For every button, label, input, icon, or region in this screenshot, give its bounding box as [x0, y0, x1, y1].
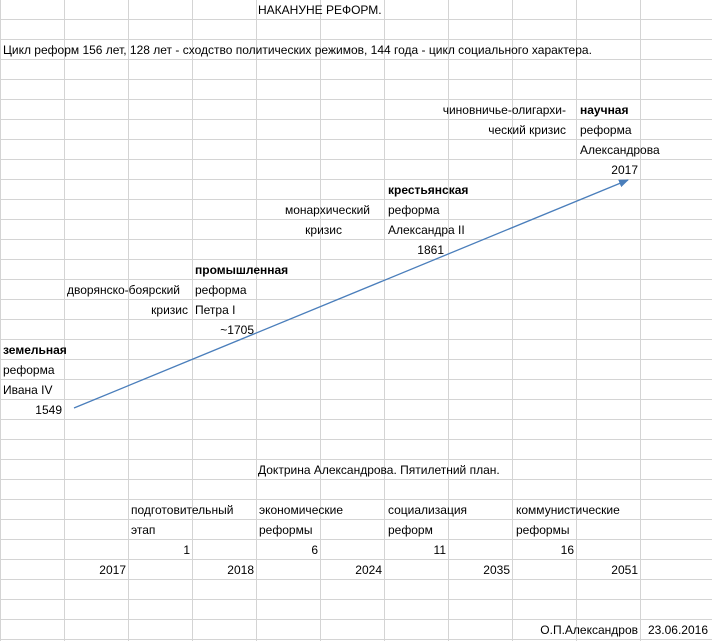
plan-stage-2-number: 6	[311, 543, 318, 557]
plan-year-3: 2024	[355, 563, 382, 577]
crisis1-line1: дворянско-боярский	[66, 283, 180, 297]
reform4-name: научная	[580, 103, 629, 117]
reform3-line2: Александра II	[388, 223, 465, 237]
crisis2-line2: кризис	[305, 223, 342, 237]
plan-year-5: 2051	[611, 563, 638, 577]
reform2-line2: Петра I	[195, 303, 236, 317]
plan-year-2: 2018	[227, 563, 254, 577]
plan-year-4: 2035	[483, 563, 510, 577]
plan-stage-3-number: 11	[433, 543, 446, 557]
crisis3-line1: чиновничье-олигархи-	[442, 103, 566, 117]
reform3-name: крестьянская	[388, 183, 469, 197]
signature-date: 23.06.2016	[647, 623, 708, 637]
reform2-name: промышленная	[195, 263, 289, 277]
reform2-year: ~1705	[220, 323, 254, 337]
reform4-line1: реформа	[580, 123, 632, 137]
sheet-title: НАКАНУНЕ РЕФОРМ.	[258, 3, 382, 17]
plan-stage-1-line1: подготовительный	[131, 503, 234, 517]
plan-stage-3-line1: социализация	[388, 503, 468, 517]
reform4-year: 2017	[611, 163, 638, 177]
reform4-line2: Александрова	[580, 143, 660, 157]
cycle-description: Цикл реформ 156 лет, 128 лет - сходство …	[3, 43, 592, 57]
plan-stage-1-line2: этап	[131, 523, 156, 537]
author-signature: О.П.Александров	[540, 623, 638, 637]
plan-stage-1-number: 1	[183, 543, 190, 557]
plan-stage-3-line2: реформ	[388, 523, 433, 537]
plan-stage-4-line1: коммунистические	[516, 503, 620, 517]
reform1-year: 1549	[35, 403, 62, 417]
plan-year-1: 2017	[99, 563, 126, 577]
plan-stage-4-line2: реформы	[516, 523, 570, 537]
reform3-line1: реформа	[388, 203, 440, 217]
reform1-name: земельная	[3, 343, 67, 357]
reform1-line2: Ивана IV	[3, 383, 53, 397]
reform1-line1: реформа	[3, 363, 55, 377]
reform2-line1: реформа	[195, 283, 247, 297]
plan-stage-2-line2: реформы	[259, 523, 313, 537]
crisis2-line1: монархический	[284, 203, 370, 217]
crisis3-line2: ческий кризис	[488, 123, 566, 137]
doctrine-title: Доктрина Александрова. Пятилетний план.	[258, 463, 500, 477]
plan-stage-2-line1: экономические	[259, 503, 343, 517]
reform3-year: 1861	[417, 243, 444, 257]
plan-stage-4-number: 16	[560, 543, 574, 557]
crisis1-line2: кризис	[151, 303, 188, 317]
